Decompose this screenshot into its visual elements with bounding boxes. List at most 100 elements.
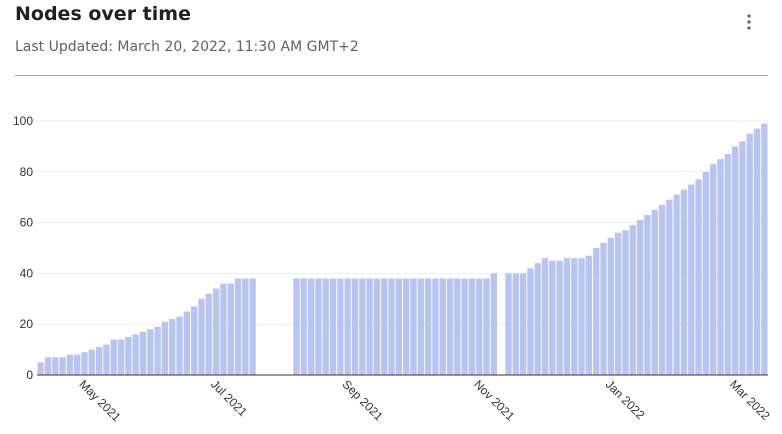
bar: [191, 306, 198, 375]
bar: [395, 278, 402, 375]
bar: [161, 321, 169, 375]
bar: [446, 278, 454, 375]
bar: [88, 349, 95, 375]
bar: [454, 278, 461, 375]
bar: [505, 273, 512, 375]
bar: [746, 133, 753, 375]
bar: [432, 278, 439, 375]
bar: [585, 255, 593, 375]
bar: [710, 164, 717, 375]
bar: [234, 278, 242, 375]
chart-subtitle: Last Updated: March 20, 2022, 11:30 AM G…: [15, 39, 359, 55]
bar: [403, 278, 410, 375]
bar: [424, 278, 432, 375]
bar: [322, 278, 329, 375]
bar: [549, 260, 556, 375]
bar: [629, 225, 636, 375]
bar: [739, 141, 746, 375]
bar: [337, 278, 344, 375]
bar: [622, 230, 629, 375]
bar: [490, 273, 498, 375]
bar: [651, 209, 658, 375]
bar: [117, 339, 125, 375]
bar: [351, 278, 359, 375]
bar: [359, 278, 366, 375]
bar: [300, 278, 307, 375]
bar: [556, 260, 563, 375]
more-menu[interactable]: [740, 10, 758, 34]
bar: [373, 278, 381, 375]
bar: [125, 336, 132, 375]
divider: [15, 75, 768, 76]
x-tick-label: May 2021: [76, 377, 123, 424]
bar: [344, 278, 351, 375]
bar: [329, 278, 337, 375]
bar: [673, 194, 680, 375]
bar: [66, 354, 74, 375]
bar: [132, 334, 139, 375]
bar: [139, 331, 147, 375]
bar: [658, 204, 666, 375]
y-tick-label: 60: [20, 216, 34, 230]
bar: [44, 357, 52, 375]
bar: [220, 283, 227, 375]
y-tick-label: 0: [26, 368, 33, 382]
bar: [147, 329, 154, 375]
bar: [307, 278, 315, 375]
bar: [753, 128, 761, 375]
bar: [761, 123, 768, 375]
bar: [52, 357, 59, 375]
bar: [242, 278, 249, 375]
bar: [381, 278, 388, 375]
bar: [695, 179, 702, 375]
bar: [731, 146, 739, 375]
bar: [205, 293, 212, 375]
bar: [293, 278, 300, 375]
bar: [183, 311, 191, 375]
bar: [74, 354, 81, 375]
y-tick-label: 80: [20, 165, 34, 179]
bar: [614, 232, 622, 375]
bar: [527, 268, 534, 375]
bar: [81, 352, 88, 375]
bar: [37, 362, 44, 375]
bar: [388, 278, 395, 375]
x-tick-label: Nov 2021: [471, 377, 517, 423]
chart-title: Nodes over time: [15, 3, 191, 25]
bar: [717, 159, 724, 375]
bar: [198, 298, 205, 375]
x-tick-label: Jan 2022: [603, 377, 648, 422]
bar: [607, 237, 614, 375]
bar: [688, 184, 695, 375]
bar: [541, 258, 549, 375]
bar: [439, 278, 446, 375]
x-tick-label: Sep 2021: [340, 377, 386, 423]
bar: [476, 278, 483, 375]
bar: [176, 316, 183, 375]
bar: [571, 258, 578, 375]
bar: [227, 283, 234, 375]
bar: [410, 278, 417, 375]
bar: [249, 278, 256, 375]
x-tick-label: Mar 2022: [727, 377, 773, 423]
y-tick-label: 20: [20, 317, 34, 331]
bar: [417, 278, 424, 375]
bar: [366, 278, 373, 375]
bar: [212, 288, 220, 375]
bar: [593, 248, 600, 375]
y-tick-label: 100: [13, 114, 33, 128]
bar: [468, 278, 476, 375]
bar: [578, 258, 585, 375]
bar: [636, 220, 644, 375]
bar: [563, 258, 571, 375]
bar: [666, 199, 673, 375]
bar: [680, 189, 688, 375]
bar: [519, 273, 527, 375]
bar: [103, 344, 110, 375]
bar: [154, 326, 161, 375]
bar: [95, 347, 103, 375]
bar: [169, 319, 176, 375]
bar: [534, 263, 541, 375]
bar: [110, 339, 117, 375]
